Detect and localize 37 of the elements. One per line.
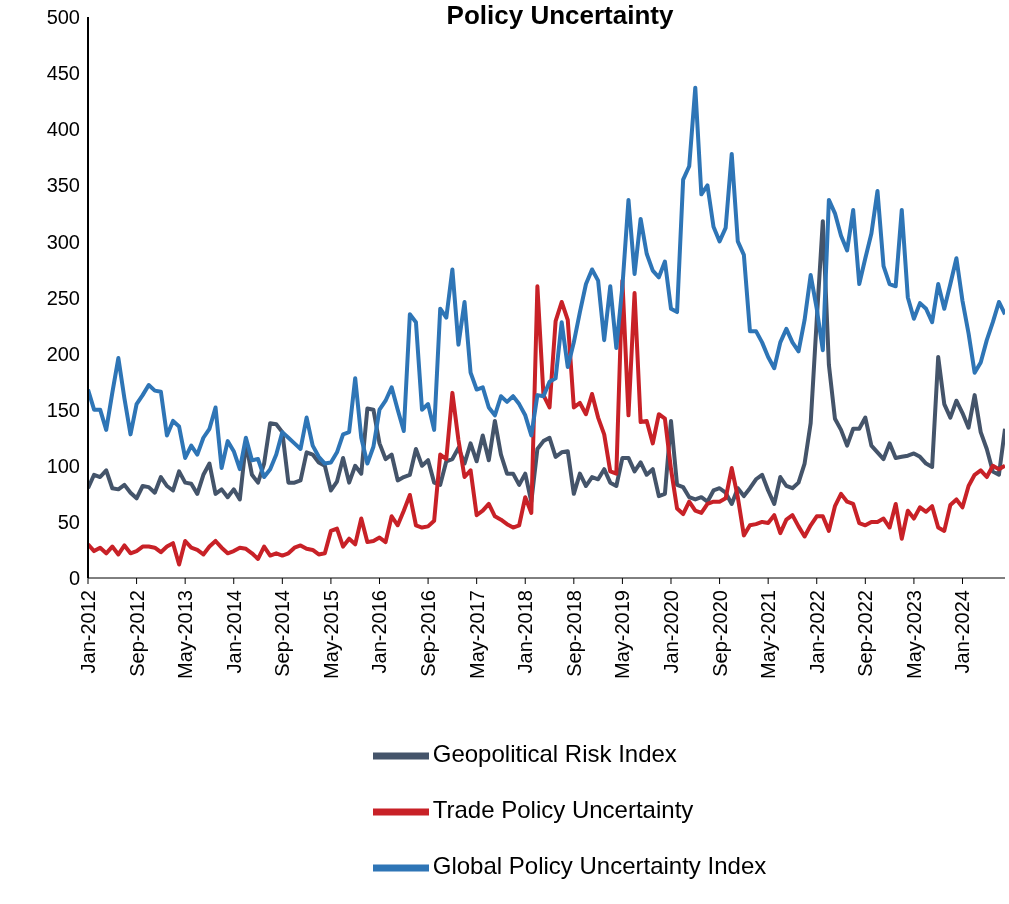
legend-label: Trade Policy Uncertainty <box>432 796 694 824</box>
legend-label: Geopolitical Risk Index <box>432 740 677 768</box>
y-tick-label: 300 <box>46 230 80 253</box>
y-tick-label: 200 <box>46 342 80 365</box>
y-tick-label: 400 <box>46 118 80 141</box>
x-tick-label: May-2021 <box>757 590 780 679</box>
chart-title: Policy Uncertainty <box>445 0 675 31</box>
y-tick-label: 50 <box>57 511 80 533</box>
x-tick-label: May-2017 <box>465 590 488 679</box>
x-tick-label: Sep-2018 <box>562 590 585 677</box>
legend-label: Global Policy Uncertainty Index <box>432 852 767 880</box>
x-tick-label: May-2015 <box>319 590 342 679</box>
x-tick-label: Jan-2018 <box>514 590 537 674</box>
x-tick-label: Jan-2024 <box>951 590 974 674</box>
x-tick-label: May-2013 <box>174 590 197 679</box>
y-tick-label: 450 <box>46 62 80 85</box>
y-tick-label: 100 <box>46 454 80 477</box>
x-tick-label: Sep-2016 <box>417 590 440 677</box>
y-tick-label: 500 <box>46 6 80 29</box>
x-tick-label: May-2019 <box>611 590 634 679</box>
x-tick-label: May-2023 <box>902 590 925 679</box>
x-tick-label: Sep-2012 <box>125 590 148 677</box>
x-tick-label: Sep-2020 <box>708 590 731 677</box>
y-tick-label: 250 <box>46 286 80 309</box>
x-tick-label: Jan-2016 <box>368 590 391 674</box>
x-tick-label: Sep-2014 <box>271 590 294 677</box>
y-tick-label: 150 <box>46 398 80 421</box>
line-series <box>88 85 1005 480</box>
x-tick-label: Jan-2012 <box>77 590 99 674</box>
x-tick-label: Jan-2014 <box>222 590 245 674</box>
x-tick-label: Jan-2022 <box>805 590 828 674</box>
x-tick-label: Jan-2020 <box>659 590 682 674</box>
y-tick-label: 0 <box>68 567 80 590</box>
line-series <box>88 278 1005 567</box>
line-series <box>88 219 1005 506</box>
x-tick-label: Sep-2022 <box>854 590 877 677</box>
y-tick-label: 350 <box>46 174 80 197</box>
